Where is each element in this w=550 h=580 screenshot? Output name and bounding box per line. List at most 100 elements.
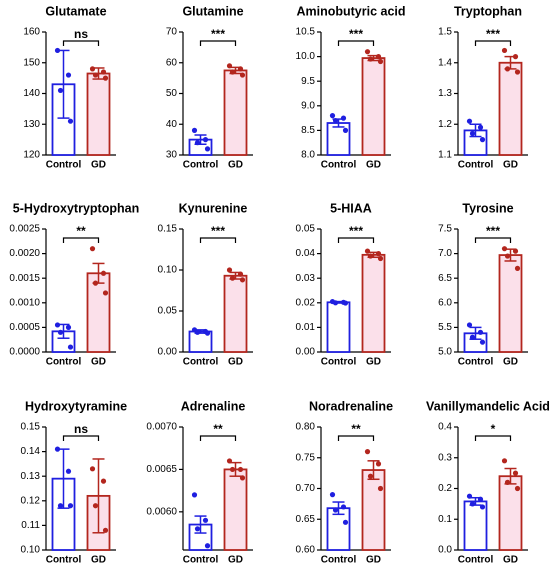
data-point [89,246,96,252]
y-tick-label: 0.70 [296,483,316,494]
significance-bracket [62,237,100,243]
data-point [469,130,476,137]
data-point [377,255,384,262]
y-tick-label: 50 [166,88,178,99]
y-tick-label: 130 [23,119,40,130]
chart-title: 5-HIAA [330,201,372,215]
data-point [514,485,521,492]
significance-bracket [199,40,237,46]
y-tick-label: 0.11 [21,520,40,531]
significance-bracket [474,237,512,243]
y-tick-label: 0.2 [438,483,452,494]
x-tick-label: GD [366,555,381,566]
x-tick-label: Control [183,160,219,171]
data-point [194,526,201,532]
data-point [100,69,107,75]
y-tick-label: 0.4 [438,422,452,433]
bar [326,122,351,156]
significance-label: ns [74,422,88,436]
data-point [204,543,211,549]
bar [223,69,248,156]
y-tick-label: 9.0 [301,100,315,111]
data-point [364,49,371,55]
data-point [102,527,109,533]
data-point [504,66,511,72]
y-tick-label: 5.5 [438,322,452,333]
data-point [229,275,236,281]
y-tick-label: 30 [166,150,178,161]
x-tick-label: GD [503,160,518,171]
data-point [204,146,211,152]
data-point [100,270,107,276]
chart-title: Tyrosine [462,201,513,215]
y-tick-label: 40 [166,119,178,130]
data-point [332,300,339,306]
y-tick-label: 0.03 [296,273,316,284]
y-tick-label: 0.00 [158,347,178,358]
significance-label: * [491,422,496,436]
x-tick-label: Control [46,160,82,171]
data-point [65,468,72,474]
bar [223,468,248,551]
y-tick-label: 0.12 [21,495,41,506]
significance-label: ** [76,224,86,238]
y-tick-label: 0.75 [296,452,316,463]
data-point [191,492,198,498]
y-tick-label: 0.1 [438,514,452,525]
significance-bracket [337,237,375,243]
chart-title: Aminobutyric acid [296,4,405,18]
y-tick-label: 0.80 [296,422,316,433]
significance-label: *** [486,27,500,41]
data-point [466,493,473,499]
y-tick-label: 70 [166,27,178,38]
bar [86,72,111,156]
y-tick-label: 0.3 [438,452,452,463]
y-tick-label: 8.0 [301,150,315,161]
data-point [469,334,476,340]
y-tick-label: 140 [23,88,40,99]
data-point [329,113,336,119]
data-point [375,461,382,467]
y-tick-label: 160 [23,27,40,38]
y-tick-label: 0.0005 [9,322,40,333]
data-point [226,458,233,464]
x-tick-label: GD [91,555,106,566]
data-point [202,517,209,523]
y-tick-label: 0.04 [296,248,316,259]
significance-label: *** [211,27,225,41]
bar [361,253,386,353]
data-point [466,118,473,124]
data-point [226,267,233,273]
data-point [92,72,99,78]
y-tick-label: 7.0 [438,248,452,259]
significance-label: ** [213,422,223,436]
x-tick-label: Control [321,357,357,368]
data-point [57,503,64,509]
y-tick-label: 1.3 [438,88,452,99]
data-point [54,322,61,328]
data-point [501,246,508,252]
y-tick-label: 8.5 [301,125,315,136]
chart-title: Vanillymandelic Acid [426,399,550,413]
data-point [512,248,519,254]
data-point [477,496,484,502]
y-tick-label: 0.15 [158,224,178,235]
y-tick-label: 0.0010 [9,297,40,308]
data-point [332,507,339,513]
data-point [514,265,521,271]
significance-bracket [199,237,237,243]
data-point [92,503,99,509]
data-point [237,66,244,72]
chart-title: Glutamine [182,4,243,18]
y-tick-label: 10.5 [296,27,316,38]
data-point [239,475,246,481]
y-tick-label: 0.01 [296,322,316,333]
chart-title: Kynurenine [179,201,248,215]
data-point [479,137,486,143]
data-point [367,56,374,62]
data-point [479,339,486,345]
data-point [364,248,371,254]
data-point [237,271,244,277]
data-point [239,277,246,283]
significance-bracket [62,435,100,441]
